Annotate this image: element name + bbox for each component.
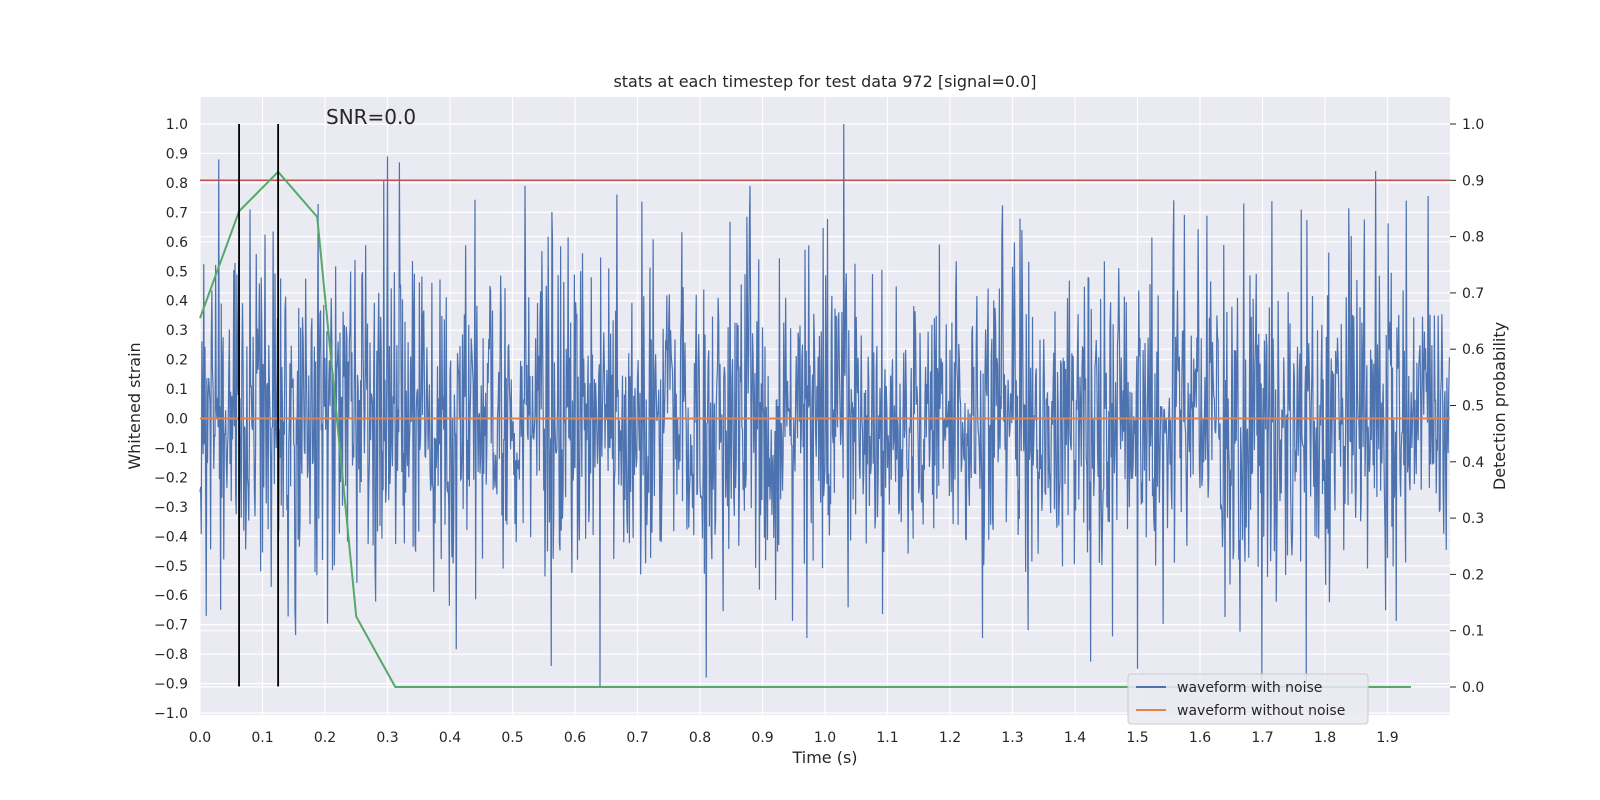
y2-tick-label: 0.9	[1462, 173, 1484, 189]
detection-probability-line	[199, 170, 1411, 688]
x-tick-label: 0.8	[689, 730, 711, 746]
y-axis-ticks: 1.0 0.9 0.8 0.7 0.6 0.5 0.4 0.3 0.2 0.1 0.0 −0.1 −0.…	[154, 117, 188, 722]
legend-label-clean: waveform without noise	[1177, 703, 1345, 719]
x-tick-label: 1.5	[1126, 730, 1148, 746]
y2-tick-label: 0.8	[1462, 230, 1484, 246]
x-tick-label: 1.3	[1001, 730, 1023, 746]
y-tick-label: 0.7	[166, 205, 188, 221]
x-tick-label: 1.2	[939, 730, 961, 746]
y-tick-label: −0.5	[154, 559, 188, 575]
y-tick-label: 0.6	[166, 235, 188, 251]
x-tick-label: 0.1	[251, 730, 273, 746]
legend-box	[1127, 673, 1369, 725]
y-tick-label: 0.0	[166, 412, 188, 428]
y-tick-label: 0.1	[166, 382, 188, 398]
y2-tick-label: 0.0	[1462, 680, 1484, 696]
x-tick-label: 1.1	[876, 730, 898, 746]
x-tick-label: 0.5	[501, 730, 523, 746]
x-tick-label: 0.2	[314, 730, 336, 746]
x-tick-label: 0.6	[564, 730, 586, 746]
legend-label-noisy: waveform with noise	[1177, 680, 1322, 696]
waveform-with-noise-line	[199, 123, 1450, 692]
chart-title: stats at each timestep for test data 972…	[613, 72, 1036, 91]
y-tick-label: −0.8	[154, 647, 188, 663]
y-tick-label: −0.9	[154, 677, 188, 693]
x-tick-label: 0.4	[439, 730, 461, 746]
y-tick-label: 0.2	[166, 353, 188, 369]
y-tick-label: 0.3	[166, 323, 188, 339]
y-tick-label: −0.6	[154, 588, 188, 604]
y-tick-label: 0.9	[166, 146, 188, 162]
series-layer	[199, 123, 1450, 692]
x-tick-label: 1.6	[1189, 730, 1211, 746]
y-tick-label: −0.4	[154, 529, 188, 545]
x-axis-label: Time (s)	[791, 748, 857, 767]
x-tick-label: 0.7	[626, 730, 648, 746]
y2-tick-label: 0.2	[1462, 567, 1484, 583]
y2-tick-label: 0.4	[1462, 455, 1484, 471]
y2-axis-ticks: 1.0 0.9 0.8 0.7 0.6 0.5 0.4 0.3 0.2 0.1 0.0	[1450, 117, 1484, 696]
y2-tick-label: 0.1	[1462, 624, 1484, 640]
y2-tick-label: 0.5	[1462, 399, 1484, 415]
x-tick-label: 1.7	[1251, 730, 1273, 746]
x-tick-label: 1.8	[1314, 730, 1336, 746]
y-tick-label: 0.8	[166, 176, 188, 192]
y2-tick-label: 1.0	[1462, 117, 1484, 133]
y2-tick-label: 0.3	[1462, 511, 1484, 527]
y-tick-label: −0.7	[154, 618, 188, 634]
x-tick-label: 1.9	[1376, 730, 1398, 746]
y-tick-label: −0.1	[154, 441, 188, 457]
y-tick-label: −1.0	[154, 706, 188, 722]
y-tick-label: 0.4	[166, 294, 188, 310]
y2-tick-label: 0.6	[1462, 342, 1484, 358]
y-tick-label: 0.5	[166, 264, 188, 280]
y-tick-label: 1.0	[166, 117, 188, 133]
x-tick-label: 0.3	[376, 730, 398, 746]
y-tick-label: −0.3	[154, 500, 188, 516]
legend: waveform with noise waveform without noi…	[1127, 673, 1369, 725]
y2-tick-label: 0.7	[1462, 286, 1484, 302]
x-tick-label: 0.0	[189, 730, 211, 746]
y-tick-label: −0.2	[154, 470, 188, 486]
snr-annotation: SNR=0.0	[326, 105, 416, 129]
y-axis-label: Whitened strain	[125, 342, 144, 469]
x-axis-ticks: 0.0 0.1 0.2 0.3 0.4 0.5 0.6 0.7 0.8 0.9 1.0 1.1 1.2 1…	[189, 730, 1399, 746]
y2-axis-label: Detection probability	[1490, 322, 1509, 490]
x-tick-label: 0.9	[751, 730, 773, 746]
x-tick-label: 1.4	[1064, 730, 1086, 746]
x-tick-label: 1.0	[814, 730, 836, 746]
